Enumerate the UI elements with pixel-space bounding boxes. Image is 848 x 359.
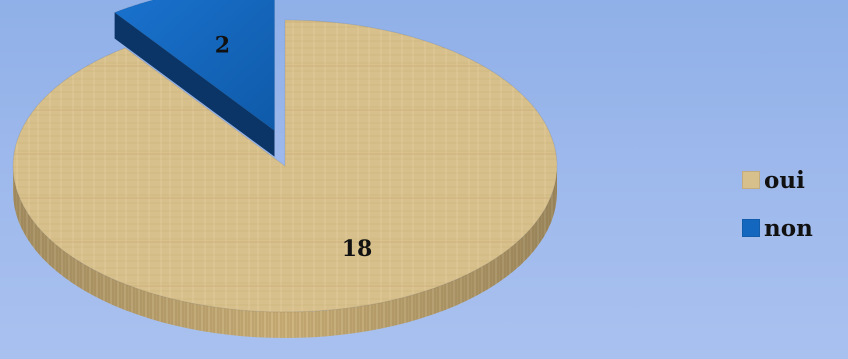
legend-label-oui: oui — [764, 166, 805, 194]
legend: oui non — [742, 166, 813, 242]
legend-swatch-non — [742, 219, 760, 237]
data-label-non: 2 — [215, 33, 230, 59]
legend-label-non: non — [764, 214, 813, 242]
legend-swatch-oui — [742, 171, 760, 189]
pie-side-shade-oui — [13, 166, 557, 338]
pie-slice-non — [113, 0, 275, 132]
legend-item-oui[interactable]: oui — [742, 166, 813, 194]
data-label-oui: 18 — [342, 236, 373, 262]
legend-item-non[interactable]: non — [742, 214, 813, 242]
pie-cut-face-non-0 — [114, 12, 275, 157]
pie-slice-oui — [12, 19, 558, 313]
